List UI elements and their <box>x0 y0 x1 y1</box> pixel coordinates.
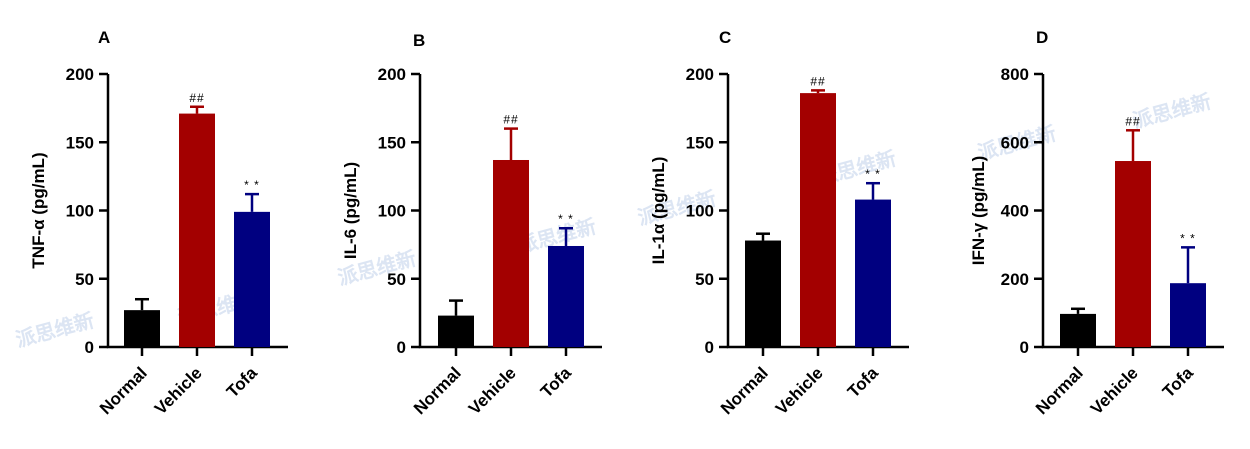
x-tick-label-tofa: Tofa <box>537 363 575 401</box>
y-tick-label: 600 <box>1001 133 1029 152</box>
y-tick-label: 150 <box>686 133 714 152</box>
significance-label-tofa: * * <box>558 212 574 226</box>
y-tick-label: 50 <box>695 270 714 289</box>
y-axis-label: IL-6 (pg/mL) <box>341 162 360 259</box>
x-tick-label-vehicle: Vehicle <box>465 363 520 418</box>
panel-letter: B <box>413 31 425 50</box>
bar-normal <box>438 315 474 347</box>
significance-label-vehicle: ## <box>503 113 518 127</box>
y-tick-label: 150 <box>66 133 94 152</box>
y-tick-label: 100 <box>378 202 406 221</box>
y-tick-label: 200 <box>1001 270 1029 289</box>
y-tick-label: 200 <box>686 65 714 84</box>
y-tick-label: 0 <box>1020 338 1029 357</box>
bar-normal <box>124 310 160 347</box>
y-axis-label: IFN-γ (pg/mL) <box>969 156 988 266</box>
x-tick-label-vehicle: Vehicle <box>151 363 206 418</box>
chart-panel-c: C IL-1α (pg/mL) 0 50 100 150 200 Normal Vehicle #… <box>649 28 909 418</box>
chart-panel-a: A TNF-α (pg/mL) 0 50 100 150 200 Normal Vehicle #… <box>29 28 288 418</box>
bar-tofa <box>234 211 270 347</box>
panel-letter: C <box>719 28 731 47</box>
y-tick-label: 50 <box>387 270 406 289</box>
watermark-text: 派思维新 <box>1130 89 1213 133</box>
significance-label-vehicle: ## <box>189 91 204 105</box>
x-tick-label-vehicle: Vehicle <box>1087 363 1142 418</box>
bar-normal <box>1060 313 1096 347</box>
significance-label-tofa: * * <box>865 167 881 181</box>
y-tick-label: 0 <box>397 338 406 357</box>
bar-vehicle <box>179 113 215 348</box>
chart-panel-b: B IL-6 (pg/mL) 0 50 100 150 200 Normal Vehicle ##… <box>341 31 602 418</box>
x-tick-label-vehicle: Vehicle <box>772 363 827 418</box>
chart-panel-d: D IFN-γ (pg/mL) 0 200 400 600 800 Normal Vehicle… <box>969 28 1224 418</box>
bar-normal <box>745 240 781 347</box>
x-tick-label-tofa: Tofa <box>844 363 882 401</box>
significance-label-tofa: * * <box>1180 231 1196 245</box>
bar-vehicle <box>800 93 836 347</box>
x-tick-label-normal: Normal <box>410 363 465 418</box>
bar-tofa <box>548 245 584 347</box>
y-tick-label: 0 <box>705 338 714 357</box>
y-tick-label: 150 <box>378 133 406 152</box>
panel-letter: A <box>98 28 110 47</box>
x-tick-label-normal: Normal <box>96 363 151 418</box>
y-tick-label: 100 <box>66 202 94 221</box>
panel-letter: D <box>1036 28 1048 47</box>
bar-vehicle <box>493 159 529 347</box>
significance-label-vehicle: ## <box>1125 114 1140 128</box>
y-axis-label: TNF-α (pg/mL) <box>29 152 48 268</box>
y-tick-label: 400 <box>1001 202 1029 221</box>
significance-label-vehicle: ## <box>810 74 825 88</box>
x-tick-label-tofa: Tofa <box>223 363 261 401</box>
y-tick-label: 100 <box>686 202 714 221</box>
y-tick-label: 800 <box>1001 65 1029 84</box>
bar-tofa <box>855 199 891 347</box>
bar-vehicle <box>1115 161 1151 347</box>
bar-tofa <box>1170 283 1206 347</box>
x-tick-label-normal: Normal <box>717 363 772 418</box>
x-tick-label-tofa: Tofa <box>1159 363 1197 401</box>
y-axis-label: IL-1α (pg/mL) <box>649 157 668 265</box>
x-tick-label-normal: Normal <box>1032 363 1087 418</box>
y-tick-label: 200 <box>378 65 406 84</box>
y-tick-label: 50 <box>75 270 94 289</box>
y-tick-label: 0 <box>85 338 94 357</box>
significance-label-tofa: * * <box>244 178 260 192</box>
y-tick-label: 200 <box>66 65 94 84</box>
